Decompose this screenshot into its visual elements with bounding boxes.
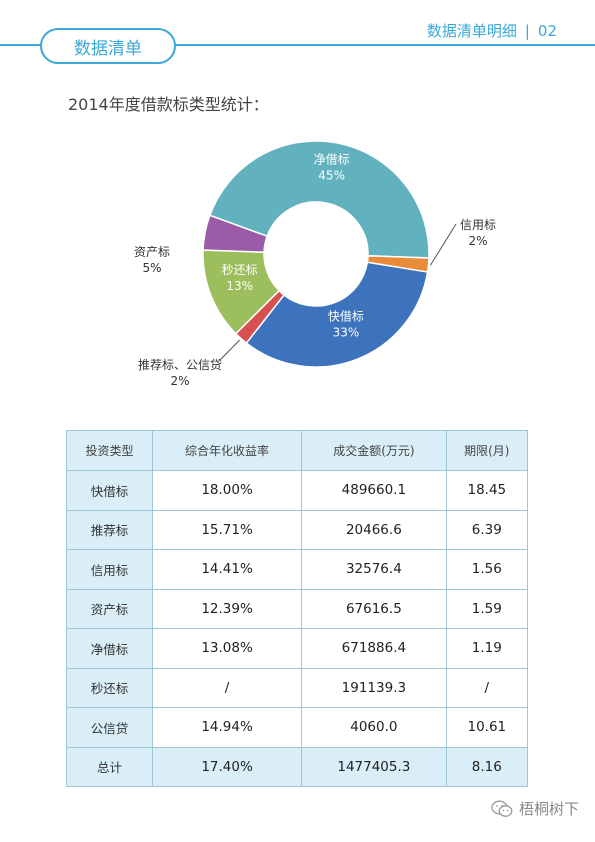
cell-amount: 1477405.3 <box>301 746 447 787</box>
cell-type: 信用标 <box>66 549 153 590</box>
header-term: 期限(月) <box>445 430 529 471</box>
wechat-icon <box>491 800 513 817</box>
slice-percent-miaohuan: 13% <box>226 279 253 293</box>
cell-yield: 14.41% <box>151 549 303 590</box>
slice-label-jingjie: 净借标 <box>314 153 350 167</box>
slice-label-miaohuan: 秒还标 <box>222 263 258 277</box>
stats-title: 2014年度借款标类型统计： <box>68 95 269 114</box>
cell-yield: / <box>151 667 303 708</box>
loan-type-donut-chart: 净借标 45% 信用标 2% 快借标 33% 推荐标、公信贷 2% 秒还标 13% 资产标 5% <box>134 140 496 388</box>
cell-term: / <box>445 667 529 708</box>
slice-label-xinyong: 信用标 <box>460 218 496 232</box>
cell-yield: 17.40% <box>151 746 303 787</box>
watermark: 梧桐树下 <box>491 798 579 819</box>
section-label: 数据清单 <box>40 28 176 64</box>
cell-term: 6.39 <box>445 509 529 550</box>
cell-yield: 13.08% <box>151 628 303 669</box>
cell-term: 8.16 <box>445 746 529 787</box>
table-total-row: 总计 17.40% 1477405.3 8.16 <box>66 746 529 787</box>
header-yield: 综合年化收益率 <box>151 430 303 471</box>
cell-yield: 15.71% <box>151 509 303 550</box>
table-row: 推荐标 15.71% 20466.6 6.39 <box>66 509 529 550</box>
table-row: 净借标 13.08% 671886.4 1.19 <box>66 628 529 669</box>
cell-yield: 18.00% <box>151 470 303 511</box>
table-row: 资产标 12.39% 67616.5 1.59 <box>66 588 529 629</box>
slice-label-tuijian: 推荐标、公信贷 <box>138 358 222 372</box>
cell-term: 18.45 <box>445 470 529 511</box>
slice-zichan <box>202 214 269 253</box>
slice-percent-xinyong: 2% <box>468 234 487 248</box>
watermark-text: 梧桐树下 <box>518 800 579 818</box>
cell-type: 净借标 <box>66 628 153 669</box>
slice-percent-zichan: 5% <box>142 261 161 275</box>
header-type: 投资类型 <box>66 430 153 471</box>
header-title: 数据清单明细 <box>426 22 517 40</box>
cell-amount: 20466.6 <box>301 509 447 550</box>
cell-type: 公信贷 <box>66 707 153 748</box>
cell-yield: 14.94% <box>151 707 303 748</box>
cell-type: 总计 <box>66 746 153 787</box>
slice-percent-jingjie: 45% <box>318 169 345 183</box>
cell-type: 秒还标 <box>66 667 153 708</box>
table-header-row: 投资类型 综合年化收益率 成交金额(万元) 期限(月) <box>66 430 529 471</box>
cell-type: 推荐标 <box>66 509 153 550</box>
cell-amount: 489660.1 <box>301 470 447 511</box>
slice-kuaijie <box>245 261 429 368</box>
table-row: 信用标 14.41% 32576.4 1.56 <box>66 549 529 590</box>
cell-amount: 4060.0 <box>301 707 447 748</box>
table-row: 公信贷 14.94% 4060.0 10.61 <box>66 707 529 748</box>
page-number: 02 <box>537 21 557 40</box>
cell-type: 资产标 <box>66 588 153 629</box>
slice-jingjie <box>208 140 430 259</box>
table-row: 快借标 18.00% 489660.1 18.45 <box>66 470 529 511</box>
header-right: 数据清单明细 | 02 <box>427 20 557 41</box>
header-separator: | <box>524 21 530 40</box>
leader-line-xinyong <box>430 223 457 266</box>
leader-line-tuijian <box>219 339 241 361</box>
cell-amount: 671886.4 <box>301 628 447 669</box>
cell-amount: 32576.4 <box>301 549 447 590</box>
cell-amount: 67616.5 <box>301 588 447 629</box>
slice-label-zichan: 资产标 <box>134 245 170 259</box>
slice-percent-tuijian: 2% <box>170 374 189 388</box>
cell-term: 1.19 <box>445 628 529 669</box>
slice-label-kuaijie: 快借标 <box>328 309 364 323</box>
header-divider-line <box>0 44 595 46</box>
cell-amount: 191139.3 <box>301 667 447 708</box>
cell-type: 快借标 <box>66 470 153 511</box>
header-amount: 成交金额(万元) <box>301 430 447 471</box>
section-label-text: 数据清单 <box>74 38 142 59</box>
loan-type-table: 投资类型 综合年化收益率 成交金额(万元) 期限(月) 快借标 18.00% 489… <box>66 430 529 787</box>
cell-term: 1.59 <box>445 588 529 629</box>
cell-term: 1.56 <box>445 549 529 590</box>
slice-percent-kuaijie: 33% <box>333 325 360 339</box>
table-row: 秒还标/191139.3/ <box>66 667 529 708</box>
cell-term: 10.61 <box>445 707 529 748</box>
cell-yield: 12.39% <box>151 588 303 629</box>
